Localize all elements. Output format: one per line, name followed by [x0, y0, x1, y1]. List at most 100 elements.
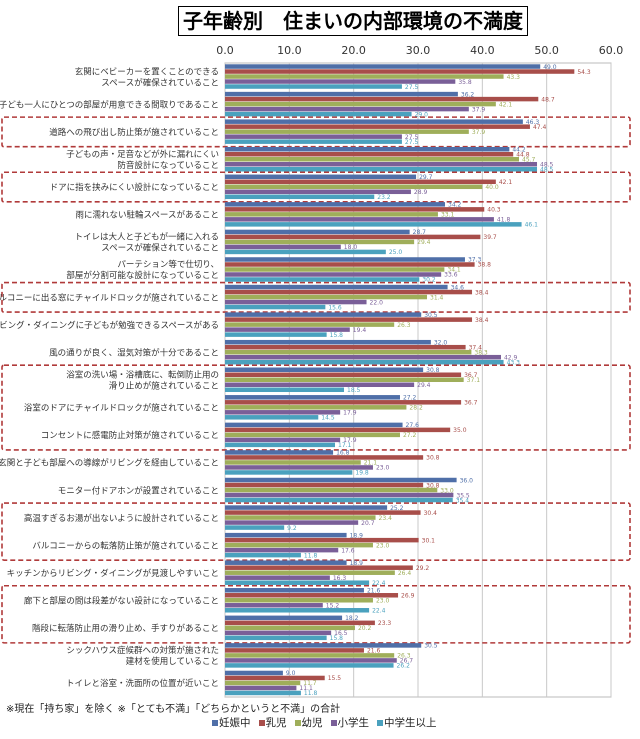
data-label: 19.8: [355, 470, 369, 477]
bar-小学生: [225, 327, 350, 332]
legend: 妊娠中 乳児 幼児 小学生 中学生以上: [212, 715, 437, 730]
data-label: 27.5: [405, 134, 419, 141]
bar-妊娠中: [225, 395, 400, 400]
bar-乳児: [225, 648, 364, 653]
data-label: 43.3: [507, 359, 521, 366]
legend-label: 乳児: [265, 717, 287, 729]
highlight-box: [1, 584, 631, 644]
data-label: 14.5: [321, 415, 335, 422]
data-label: 25.2: [390, 505, 404, 512]
bar-幼児: [225, 184, 483, 190]
legend-item: 乳児: [258, 715, 287, 730]
bar-中学生以上: [225, 111, 412, 117]
data-label: 34.6: [451, 284, 465, 291]
bar-乳児: [225, 96, 539, 102]
bar-乳児: [225, 317, 473, 322]
data-label: 37.4: [469, 344, 483, 351]
bar-小学生: [225, 658, 397, 663]
bar-幼児: [225, 625, 355, 631]
data-label: 23.0: [376, 598, 390, 605]
category-label: 浴室のドアにチャイルドロックが施されていること: [24, 403, 219, 414]
data-label: 29.4: [417, 239, 431, 246]
bar-乳児: [225, 427, 451, 433]
data-label: 18.2: [345, 615, 359, 622]
bar-中学生以上: [225, 525, 285, 530]
category-label: リビング・ダイニングに子どもが勉強できるスペースがある: [0, 320, 219, 331]
bar-乳児: [225, 124, 530, 129]
bar-妊娠中: [225, 257, 465, 262]
data-label: 34.1: [447, 267, 461, 274]
data-label: 37.1: [467, 377, 481, 384]
data-label: 38.3: [474, 349, 488, 356]
bar-小学生: [225, 685, 297, 691]
bar-中学生以上: [225, 222, 522, 227]
category-label: 滑り止めが施されていること: [109, 381, 219, 392]
data-label: 30.1: [422, 537, 436, 544]
data-label: 27.5: [405, 139, 419, 146]
data-label: 33.1: [441, 212, 455, 219]
bar-乳児: [225, 537, 419, 543]
data-label: 47.4: [533, 124, 547, 131]
bar-中学生以上: [225, 166, 538, 172]
legend-item: 妊娠中: [212, 715, 251, 730]
data-label: 16.5: [334, 630, 348, 637]
bar-中学生以上: [225, 442, 336, 448]
legend-swatch: [212, 719, 218, 726]
x-tick-label: 0.0: [216, 44, 234, 57]
category-label: 部屋が分割可能な設計になっていること: [66, 270, 219, 281]
bar-中学生以上: [225, 635, 327, 641]
bar-幼児: [225, 653, 395, 658]
category-label: パーテション等で仕切り、: [117, 259, 219, 270]
legend-label: 小学生: [337, 717, 370, 729]
data-label: 20.2: [358, 625, 372, 632]
data-label: 38.8: [478, 262, 492, 269]
data-label: 48.7: [541, 96, 555, 103]
bar-乳児: [225, 179, 496, 185]
chart-title: 子年齢別 住まいの内部環境の不満度: [178, 6, 528, 36]
bar-幼児: [225, 156, 520, 162]
category-label: 玄関と子ども部屋への導線がリビングを経由していること: [0, 458, 219, 469]
bar-小学生: [225, 299, 367, 305]
bar-幼児: [225, 460, 361, 465]
data-label: 43.3: [507, 74, 521, 81]
bar-中学生以上: [225, 84, 402, 89]
legend-swatch: [330, 719, 337, 726]
data-label: 23.4: [379, 515, 393, 522]
data-label: 46.3: [526, 119, 540, 126]
data-label: 34.2: [448, 202, 462, 209]
category-label: 建材を使用していること: [126, 656, 219, 667]
category-label: トイレは大人と子どもが一緒に入れる: [74, 232, 219, 243]
bar-乳児: [225, 234, 481, 240]
bar-小学生: [225, 79, 456, 84]
bar-幼児: [225, 680, 301, 686]
bar-幼児: [225, 349, 472, 355]
data-label: 16.8: [336, 450, 350, 457]
bar-妊娠中: [225, 450, 334, 455]
bar-中学生以上: [225, 470, 353, 475]
data-label: 42.1: [499, 101, 513, 108]
bar-小学生: [225, 575, 330, 580]
bar-乳児: [225, 372, 462, 377]
bar-幼児: [225, 377, 464, 382]
data-label: 15.6: [328, 304, 342, 311]
bar-乳児: [225, 675, 325, 681]
bar-小学生: [225, 410, 341, 415]
bar-幼児: [225, 598, 373, 603]
data-label: 30.8: [426, 367, 440, 374]
data-label: 46.1: [525, 222, 539, 229]
bar-幼児: [225, 542, 373, 548]
data-label: 23.3: [378, 620, 392, 627]
bar-小学生: [225, 382, 415, 387]
bar-中学生以上: [225, 608, 370, 613]
bar-妊娠中: [225, 588, 364, 593]
data-label: 30.4: [424, 510, 438, 517]
bar-中学生以上: [225, 139, 402, 144]
bar-妊娠中: [225, 615, 343, 621]
category-label: キッチンからリビング・ダイニングが見渡しやすいこと: [7, 568, 219, 579]
bar-乳児: [225, 593, 399, 598]
legend-item: 中学生以上: [377, 715, 437, 730]
bar-乳児: [225, 207, 485, 212]
data-label: 30.5: [424, 643, 438, 650]
x-tick-label: 10.0: [277, 44, 302, 57]
data-label: 35.8: [458, 79, 472, 86]
